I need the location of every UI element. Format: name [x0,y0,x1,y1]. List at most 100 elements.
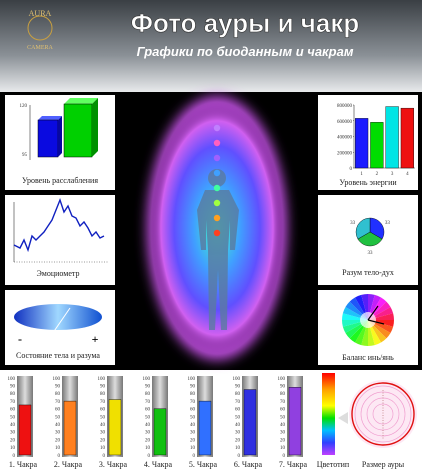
tick-label: 100 [8,377,16,382]
caption: Цветотип [317,460,350,469]
caption: 4. Чакра [144,460,173,469]
tick-label: 60 [280,408,286,413]
plus: + [92,332,99,346]
data-label: 33 [368,251,374,256]
tick-label: 10 [190,446,196,451]
header-bg [0,0,422,92]
tick-label: 0 [58,454,61,459]
tick-label: 10 [235,446,241,451]
tick-label: 20 [190,438,196,443]
aura-photo [147,96,287,360]
tick-label: 60 [145,408,151,413]
chakra-dot [213,214,221,222]
tick-label: 50 [235,415,241,420]
tick-label: 20 [100,438,106,443]
tick-label: 60 [190,408,196,413]
gauge-fill [108,399,122,456]
hand [367,305,379,321]
y-tick-label: 400000 [337,136,353,141]
bar-top [64,98,98,104]
bar [63,103,93,158]
caption: 2. Чакра [54,460,83,469]
tick-label: 30 [55,431,61,436]
silhouette [197,169,239,330]
chakra-dot [213,229,221,237]
ring [372,403,394,425]
y-tick-label: 800000 [337,104,353,109]
tick-label: 10 [145,446,151,451]
gauge-fill [153,408,167,456]
caption: 1. Чакра [9,460,38,469]
y-tick-label: 0 [350,167,353,172]
bar [355,118,369,169]
pie: 33 33 33 [350,217,391,256]
aura-ring [351,382,415,446]
chakra-dots [213,124,221,237]
data-label: 33 [350,221,356,226]
tick-label: 50 [190,415,196,420]
pie-slice [369,217,385,240]
tick-label: 80 [280,392,286,397]
tick-label: 40 [235,423,241,428]
tick-label: 100 [278,377,286,382]
logo-top: AURA [29,9,52,18]
tick-label: 90 [145,385,151,390]
tick-label: 0 [238,454,241,459]
chakra-dot [213,184,221,192]
tick-label: 80 [235,392,241,397]
hand [367,319,385,325]
tick-label: 50 [280,415,286,420]
caption: 5. Чакра [189,460,218,469]
tick-label: 0 [13,454,16,459]
x-tick-label: 2 [376,172,379,177]
pointer [47,307,71,341]
chakra-dot [213,124,221,132]
bar [400,107,414,169]
caption: 7. Чакра [279,460,308,469]
tick-label: 40 [100,423,106,428]
tick-label: 80 [55,392,61,397]
tick-label: 100 [98,377,106,382]
tick-label: 40 [10,423,16,428]
tick-label: 30 [100,431,106,436]
data-label: 33 [385,221,391,226]
tick-label: 60 [100,408,106,413]
chakra-dot [213,169,221,177]
tick-label: 20 [280,438,286,443]
logo-bottom: CAMERA [27,45,53,51]
chakra-dot [213,154,221,162]
bar-side [58,116,62,157]
energy-chart: 0 200000 400000 600000 800000 1 2 3 4 [337,104,415,177]
y-tick-label: 600000 [337,120,353,125]
gauge-fill [288,387,302,456]
bar [385,106,399,169]
tick-label: 50 [100,415,106,420]
axis-label: 120 [20,104,28,109]
caption: Разум тело-дух [342,268,394,277]
tick-label: 70 [235,400,241,405]
tick-label: 0 [193,454,196,459]
title: Фото ауры и чакр [131,8,359,38]
tick-label: 60 [235,408,241,413]
tick-label: 10 [55,446,61,451]
tick-label: 100 [188,377,196,382]
logo-ring [27,15,53,41]
tick-label: 40 [55,423,61,428]
tick-label: 10 [10,446,16,451]
x-tick-label: 1 [360,172,363,177]
tick-label: 40 [190,423,196,428]
bar [37,119,59,158]
arrow [338,412,348,424]
caption: Уровень расслабления [22,176,98,185]
tick-label: 90 [190,385,196,390]
tick-label: 50 [145,415,151,420]
ring [349,380,417,448]
tick-label: 80 [190,392,196,397]
tick-label: 80 [100,392,106,397]
chakra-dot [213,199,221,207]
tick-label: 100 [143,377,151,382]
pie-slice [355,217,371,240]
caption: Состояние тела и разума [16,351,100,360]
